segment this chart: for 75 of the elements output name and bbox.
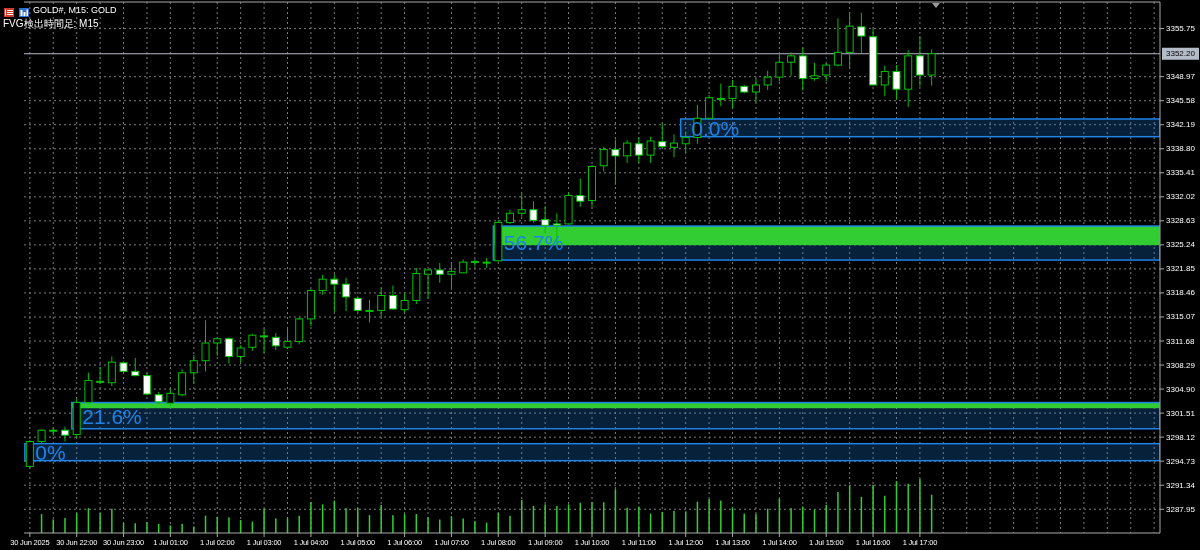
candlestick: [517, 192, 526, 218]
candlestick: [295, 316, 304, 345]
candlestick: [178, 368, 187, 397]
candlestick: [892, 64, 901, 101]
candlestick: [857, 12, 866, 54]
y-tick-label: 3294.73: [1166, 456, 1196, 466]
y-tick-label: 3304.90: [1166, 384, 1196, 394]
candlestick: [798, 46, 807, 92]
y-tick-label: 3287.95: [1166, 504, 1196, 514]
candlestick: [447, 262, 456, 291]
candlestick: [84, 372, 93, 404]
candlestick: [60, 426, 69, 443]
candlestick: [529, 200, 538, 223]
candlestick: [927, 49, 936, 87]
y-tick-label: 3308.29: [1166, 360, 1196, 370]
candlestick: [787, 51, 796, 77]
y-tick-label: 3338.80: [1166, 144, 1196, 154]
y-tick-label: 3348.97: [1166, 72, 1196, 82]
text: FVG検出時間足: M15: [3, 18, 99, 29]
candlestick: [705, 94, 714, 121]
candlestick: [541, 205, 550, 234]
candlestick: [107, 355, 116, 387]
candlestick: [634, 136, 643, 164]
y-tick-label: 3318.46: [1166, 288, 1196, 298]
candlestick: [400, 292, 409, 314]
candlestick: [751, 78, 760, 104]
candlestick: [576, 178, 585, 208]
candlestick: [822, 62, 831, 82]
y-tick-label: 3345.58: [1166, 96, 1196, 106]
candlestick: [260, 328, 269, 354]
y-tick-label: 3355.75: [1166, 24, 1196, 34]
candlestick: [435, 262, 444, 284]
candlestick: [224, 336, 233, 365]
candlestick: [646, 136, 655, 164]
y-tick-label: 3342.19: [1166, 120, 1196, 130]
annotation: 21.6%: [82, 404, 142, 428]
candlestick: [377, 287, 386, 318]
annotation: 0%: [35, 441, 66, 465]
y-tick-label: 3315.07: [1166, 312, 1196, 322]
candlestick: [330, 273, 339, 313]
y-tick-label: 3301.51: [1166, 408, 1196, 418]
y-tick-label: 3328.63: [1166, 216, 1196, 226]
y-tick-label: 3335.41: [1166, 168, 1196, 178]
candlestick: [599, 146, 608, 172]
candlestick: [213, 336, 222, 357]
ref-line-label: 3352.20: [1166, 49, 1196, 59]
candlestick: [728, 79, 737, 109]
candlestick: [669, 134, 678, 158]
candlestick: [763, 70, 772, 91]
candlestick: [318, 274, 327, 296]
y-tick-label: 3325.24: [1166, 240, 1196, 250]
candlestick: [833, 17, 842, 68]
candlestick: [470, 258, 479, 267]
candlestick: [201, 319, 210, 372]
candlestick: [365, 299, 374, 323]
y-tick-label: 3291.34: [1166, 480, 1196, 490]
y-tick-label: 3321.85: [1166, 264, 1196, 274]
candlestick: [96, 366, 105, 384]
candlestick: [189, 354, 198, 384]
candlestick: [658, 122, 667, 149]
candlestick: [388, 285, 397, 311]
y-tick-label: 3332.02: [1166, 192, 1196, 202]
y-tick-label: 3311.68: [1166, 336, 1195, 346]
chart-title: GOLD#, M15: GOLD: [33, 5, 118, 15]
candlestick: [915, 35, 924, 87]
candlestick: [611, 139, 620, 186]
candlestick: [775, 52, 784, 82]
candlestick: [623, 139, 632, 164]
candlestick: [283, 328, 292, 349]
candlestick: [424, 268, 433, 299]
candlestick: [681, 131, 690, 154]
candlestick: [342, 277, 351, 312]
y-tick-label: 3298.12: [1166, 432, 1196, 442]
candlestick: [716, 83, 725, 107]
candlestick: [880, 65, 889, 97]
